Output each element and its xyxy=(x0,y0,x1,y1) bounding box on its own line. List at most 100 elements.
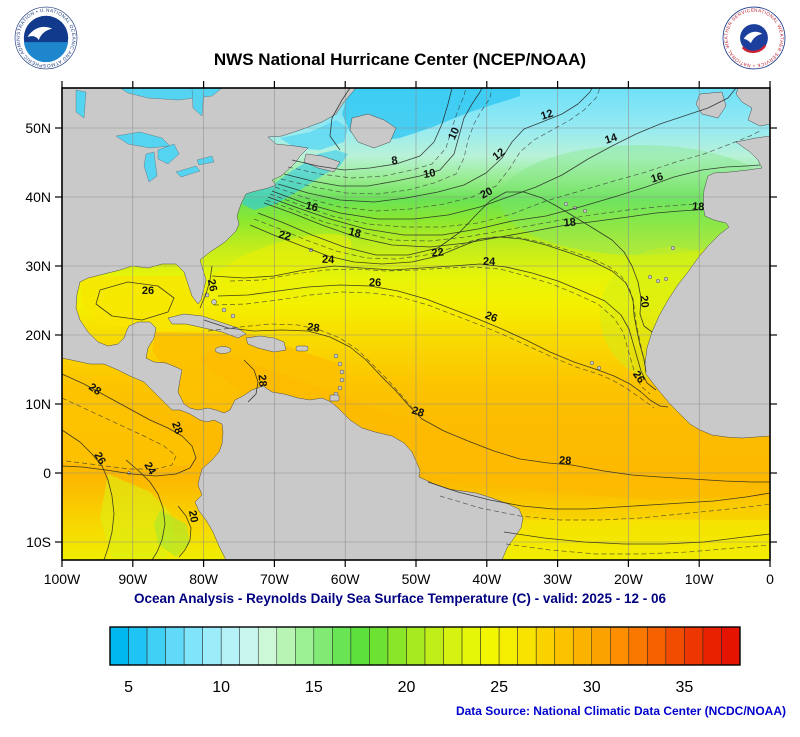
colorbar-cell xyxy=(647,626,667,666)
colorbar-cell xyxy=(202,626,222,666)
data-source-note: Data Source: National Climatic Data Cent… xyxy=(455,704,786,718)
colorbar-cell xyxy=(369,626,389,666)
isotherm-16 xyxy=(267,164,761,236)
noaa-logo-bird-icon xyxy=(27,26,53,41)
isotherm-12 xyxy=(277,88,593,203)
colorbar-cell xyxy=(128,626,148,666)
isotherm-23 xyxy=(229,266,651,395)
colorbar-cell xyxy=(424,626,444,666)
isotherm-20-pacific xyxy=(177,505,192,558)
y-axis-label: 10N xyxy=(25,396,51,412)
colorbar-cell xyxy=(480,626,500,666)
y-axis-label: 30N xyxy=(25,258,51,274)
contour-label: 24 xyxy=(322,254,336,266)
map-subtitle: Ocean Analysis - Reynolds Daily Sea Surf… xyxy=(134,591,666,606)
tropical-warm-band xyxy=(200,350,770,500)
contour-label: 28 xyxy=(559,455,572,468)
contour-label: 18 xyxy=(563,217,576,230)
isotherm-26-florida xyxy=(199,265,213,309)
contour-label: 16 xyxy=(304,200,319,215)
isotherm-24 xyxy=(211,263,657,391)
colorbar-cell xyxy=(146,626,166,666)
isotherm-26-gom-loop xyxy=(95,281,175,321)
colorbar-tick-label: 10 xyxy=(212,679,230,696)
colorbar-tick-label: 30 xyxy=(583,679,601,696)
contour-label: 10 xyxy=(422,167,436,181)
noaa-logo: NATIONAL OCEANIC AND ATMOSPHERIC ADMINIS… xyxy=(14,6,78,70)
colorbar-cell xyxy=(610,626,630,666)
x-axis-label: 100W xyxy=(44,571,81,587)
peru-cool-core xyxy=(154,510,190,557)
contour-label: 24 xyxy=(483,256,497,268)
contour-label: 28 xyxy=(169,420,184,436)
nws-logo-swoosh xyxy=(743,31,763,44)
isotherm-27-west xyxy=(207,323,415,411)
sst-colorbar: 5 10 15 20 25 30 35 xyxy=(109,626,741,696)
map-plot-area: 8 10 10 12 12 14 16 18 20 16 18 18 20 22 22 24 24 26 26 26 2… xyxy=(62,88,770,560)
land-americas xyxy=(62,88,524,560)
land-britain xyxy=(735,88,770,127)
x-axis-label: 30W xyxy=(543,571,573,587)
y-axis-label: 20N xyxy=(25,327,51,343)
lakes-and-bays xyxy=(75,88,223,183)
colorbar-tick-label: 5 xyxy=(124,679,133,696)
colorbar-cell xyxy=(461,626,481,666)
colorbar-tick-label: 15 xyxy=(305,679,323,696)
peru-cool-tongue xyxy=(100,474,174,558)
contour-label: 8 xyxy=(391,155,399,168)
isotherm-26-south-atlantic xyxy=(503,531,770,545)
x-axis-label: 20W xyxy=(614,571,644,587)
colorbar-tick-label: 35 xyxy=(676,679,694,696)
colorbar-cell xyxy=(239,626,259,666)
colorbar-cell xyxy=(387,626,407,666)
contour-label: 22 xyxy=(277,229,292,244)
sst-map: 8 10 10 12 12 14 16 18 20 16 18 18 20 22 22 24 24 26 26 26 2… xyxy=(25,81,777,587)
isotherm-11 xyxy=(280,88,493,195)
nws-logo: NATIONAL WEATHER SERVICE • NATIONAL WEAT… xyxy=(722,6,786,70)
x-axis-label: 90W xyxy=(118,571,148,587)
isotherm-25 xyxy=(213,291,655,409)
colorbar-cell xyxy=(332,626,352,666)
isotherm-20 xyxy=(257,191,653,333)
land-hispaniola xyxy=(245,335,287,353)
contour-label: 20 xyxy=(637,295,650,308)
contour-label-layer: 8 10 10 12 12 14 16 18 20 16 18 18 20 22 22 24 24 26 26 26 2… xyxy=(86,108,704,524)
colorbar-cell xyxy=(572,626,593,666)
contour-label: 18 xyxy=(692,201,705,214)
colorbar-cell xyxy=(406,626,426,666)
colorbar-cell xyxy=(498,626,518,666)
colorbar-cell xyxy=(517,626,537,666)
isotherm-10 xyxy=(283,88,483,187)
contour-label: 26 xyxy=(142,285,154,297)
east-pacific-warm-pool xyxy=(62,378,198,470)
colorbar-cell xyxy=(443,626,463,666)
noaa-logo-sea xyxy=(23,42,69,63)
colorbar-cell xyxy=(257,626,278,666)
colorbar-cell xyxy=(628,626,648,666)
contour-label: 12 xyxy=(539,108,554,123)
colorbar-cell xyxy=(276,626,296,666)
colorbar-cell xyxy=(109,626,129,666)
isotherm-13 xyxy=(274,88,601,212)
map-axes: 50N 40N 30N 20N 10N 0 10S 100W 90W 80W 70W 60W 50W 40… xyxy=(25,81,777,587)
contour-label: 26 xyxy=(369,277,382,289)
contour-label: 12 xyxy=(491,146,508,163)
contour-label: 26 xyxy=(91,450,108,467)
colorbar-cell xyxy=(591,626,611,666)
contour-label: 20 xyxy=(478,185,494,201)
isotherm-15 xyxy=(269,129,763,228)
isotherm-28-caribbean xyxy=(243,359,259,403)
y-axis-label: 40N xyxy=(25,189,51,205)
contour-label: 10 xyxy=(446,126,462,142)
x-axis-label: 80W xyxy=(189,571,219,587)
isotherm-28-south xyxy=(427,481,770,510)
isotherm-26 xyxy=(217,284,669,408)
colorbar-cell xyxy=(665,626,685,666)
isotherm-contours-dashed xyxy=(62,88,770,555)
colorbar-cell xyxy=(535,626,555,666)
colorbar-cell xyxy=(721,626,741,666)
y-axis-label: 10S xyxy=(26,534,51,550)
contour-label: 18 xyxy=(347,226,362,241)
colorbar-cell xyxy=(350,626,370,666)
